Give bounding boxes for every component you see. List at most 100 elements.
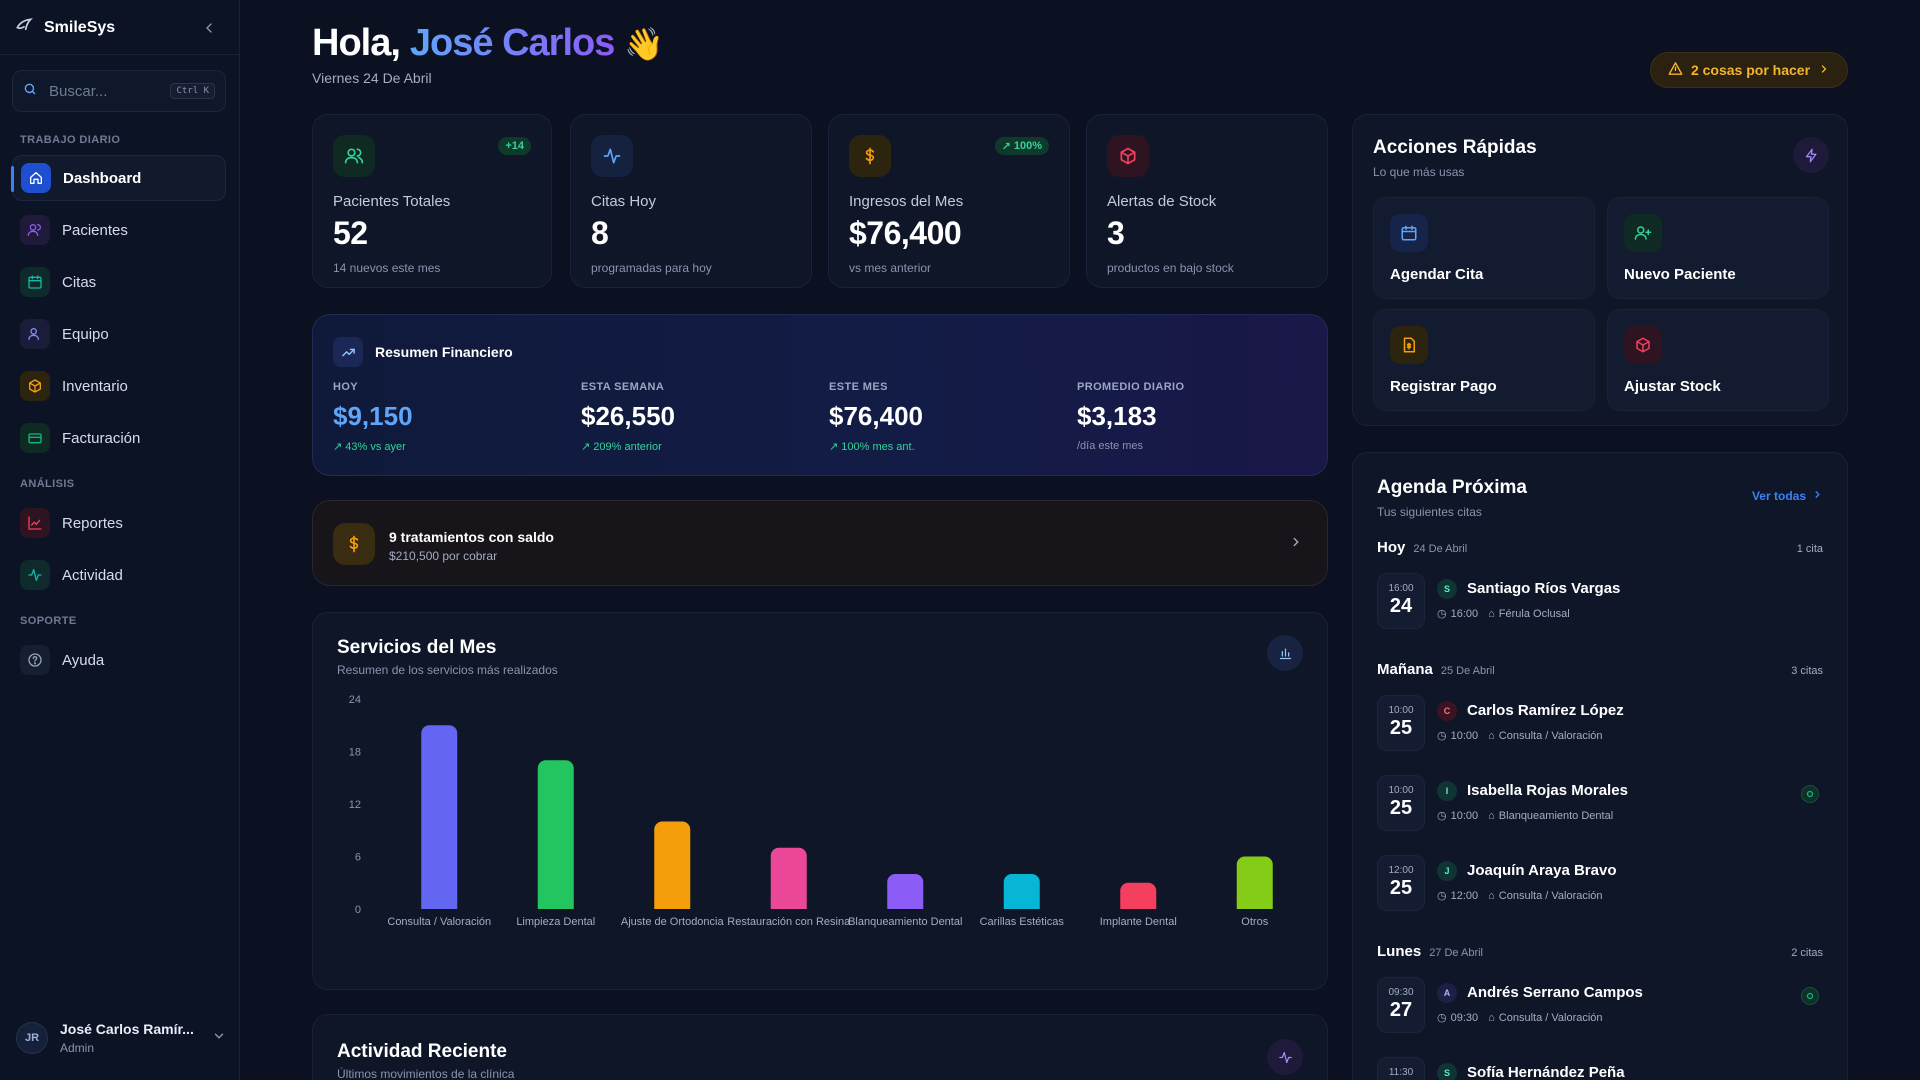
finance-week: ESTA SEMANA $26,550 ↗ 209% anterior [581,381,675,453]
section-trabajo-diario: TRABAJO DIARIO [20,134,121,146]
user-name: José Carlos Ramír... [60,1021,194,1037]
patient-name: Isabella Rojas Morales [1467,782,1628,799]
appointment-item[interactable]: 11:30 S Sofía Hernández Peña [1377,1057,1827,1080]
finance-note-text: 43% vs ayer [345,441,406,453]
appointment-item[interactable]: 10:00 25 I Isabella Rojas Morales ◷ 10:00… [1377,775,1827,831]
stat-card-citas[interactable]: Citas Hoy 8 programadas para hoy [570,114,812,288]
finance-label: PROMEDIO DIARIO [1077,381,1185,393]
box-icon [1107,135,1149,177]
sidebar-item-citas[interactable]: Citas [12,259,226,305]
stat-card-ingresos[interactable]: ↗ 100% Ingresos del Mes $76,400 vs mes a… [828,114,1070,288]
appointment-time: 16:00 [1388,583,1414,594]
agenda-day-count: 1 cita [1796,543,1823,555]
activity-icon [20,560,50,590]
x-tick-label: Limpieza Dental [516,916,595,928]
new-patient-button[interactable]: Nuevo Paciente [1607,197,1829,299]
agenda-day-name: Mañana [1377,661,1433,678]
finance-value: $9,150 [333,401,413,431]
stat-sub: 14 nuevos este mes [333,261,441,275]
patient-avatar: S [1437,1063,1457,1080]
register-payment-button[interactable]: Registrar Pago [1373,309,1595,411]
see-all-link[interactable]: Ver todas [1752,489,1823,503]
activity-subtitle: Últimos movimientos de la clínica [337,1067,515,1080]
stat-value: 52 [333,215,368,251]
bar-base [421,901,458,909]
adjust-stock-button[interactable]: Ajustar Stock [1607,309,1829,411]
sidebar-item-inventario[interactable]: Inventario [12,363,226,409]
quick-action-label: Agendar Cita [1390,266,1484,283]
bar-base [1236,901,1273,909]
stat-card-pacientes[interactable]: +14 Pacientes Totales 52 14 nuevos este … [312,114,552,288]
chevron-right-icon [1812,489,1823,503]
clock-icon: ◷ [1437,1012,1447,1024]
bar-base [770,901,807,909]
sidebar-item-equipo[interactable]: Equipo [12,311,226,357]
stat-value: 8 [591,215,609,251]
dollar-icon [849,135,891,177]
chevron-down-icon[interactable] [212,1029,226,1048]
see-all-label: Ver todas [1751,489,1806,503]
agenda-subtitle: Tus siguientes citas [1377,505,1482,519]
appointment-item[interactable]: 09:30 27 A Andrés Serrano Campos ◷ 09:30 … [1377,977,1827,1033]
activity-icon[interactable] [1267,1039,1303,1075]
chevron-right-icon [1289,535,1303,554]
sidebar-item-facturacion[interactable]: Facturación [12,415,226,461]
patient-name: Andrés Serrano Campos [1467,984,1643,1001]
sidebar-item-label: Actividad [62,566,123,584]
appointment-item[interactable]: 10:00 25 C Carlos Ramírez López ◷ 10:00 ⌂… [1377,695,1827,751]
bar-base [887,901,924,909]
app-name: SmileSys [44,19,116,36]
agenda-day-date: 25 De Abril [1440,665,1495,677]
patient-avatar: C [1437,701,1457,721]
appointment-service: Consulta / Valoración [1498,1011,1603,1024]
appointment-item[interactable]: 12:00 25 J Joaquín Araya Bravo ◷ 12:00 ⌂ C… [1377,855,1827,911]
appointment-service: Férula Oclusal [1498,607,1570,620]
agenda-day-name: Hoy [1377,539,1406,556]
agenda-card: Agenda Próxima Tus siguientes citas Ver … [1352,452,1848,1080]
user-menu[interactable]: JR José Carlos Ramír... Admin [16,1016,226,1060]
pending-treatments-banner[interactable]: 9 tratamientos con saldo $210,500 por co… [312,500,1328,586]
dollar-icon [333,523,375,565]
current-date: Viernes 24 De Abril [312,70,432,86]
search-input[interactable]: Buscar... Ctrl K [12,70,226,112]
sidebar-item-ayuda[interactable]: Ayuda [12,637,226,683]
stat-label: Pacientes Totales [333,193,451,210]
lightning-icon[interactable] [1793,137,1829,173]
pending-subtitle: $210,500 por cobrar [389,549,498,563]
agenda-day-name: Lunes [1377,943,1422,960]
finance-note-text: 100% mes ant. [841,441,915,453]
services-bar-chart: 0 6 12 18 24 Consulta / Valoración Limpieza De… [349,694,1273,928]
sidebar-item-reportes[interactable]: Reportes [12,500,226,546]
bar-chart-icon[interactable] [1267,635,1303,671]
agenda-day-count: 2 citas [1791,947,1823,959]
sidebar-item-actividad[interactable]: Actividad [12,552,226,598]
sidebar-item-dashboard[interactable]: Dashboard [11,155,226,201]
todo-button[interactable]: 2 cosas por hacer [1650,52,1848,88]
patient-name: Carlos Ramírez López [1467,702,1624,719]
appointment-item[interactable]: 16:00 24 S Santiago Ríos Vargas ◷ 16:00 ⌂… [1377,573,1827,629]
appointment-time: 10:00 [1388,785,1414,796]
appointment-meta: ◷ 12:00 ⌂ Consulta / Valoración [1437,889,1603,903]
users-icon [333,135,375,177]
waving-hand-icon: 👋 [624,25,664,62]
appointment-meta: ◷ 16:00 ⌂ Férula Oclusal [1437,607,1570,621]
sidebar-item-pacientes[interactable]: Pacientes [12,207,226,253]
bar-base [1003,901,1040,909]
appointment-meta: ◷ 10:00 ⌂ Blanqueamiento Dental [1437,809,1613,823]
appointment-meta: ◷ 10:00 ⌂ Consulta / Valoración [1437,729,1603,743]
stat-card-stock[interactable]: Alertas de Stock 3 productos en bajo sto… [1086,114,1328,288]
services-subtitle: Resumen de los servicios más realizados [337,663,558,677]
status-badge: +14 [498,137,531,155]
brand[interactable]: SmileSys [14,16,115,40]
agenda-day-tomorrow: Mañana 25 De Abril [1377,661,1495,678]
sidebar-item-label: Facturación [62,429,141,447]
bar-base [1120,901,1157,909]
agenda-day-today: Hoy 24 De Abril [1377,539,1467,556]
appointment-day: 27 [1389,999,1413,1021]
calendar-icon [1390,214,1428,252]
collapse-sidebar-icon[interactable] [201,20,217,36]
tooth-icon: ⌂ [1488,809,1495,822]
recent-activity-card: Actividad Reciente Últimos movimientos d… [312,1014,1328,1080]
bar [770,847,807,909]
schedule-appointment-button[interactable]: Agendar Cita [1373,197,1595,299]
